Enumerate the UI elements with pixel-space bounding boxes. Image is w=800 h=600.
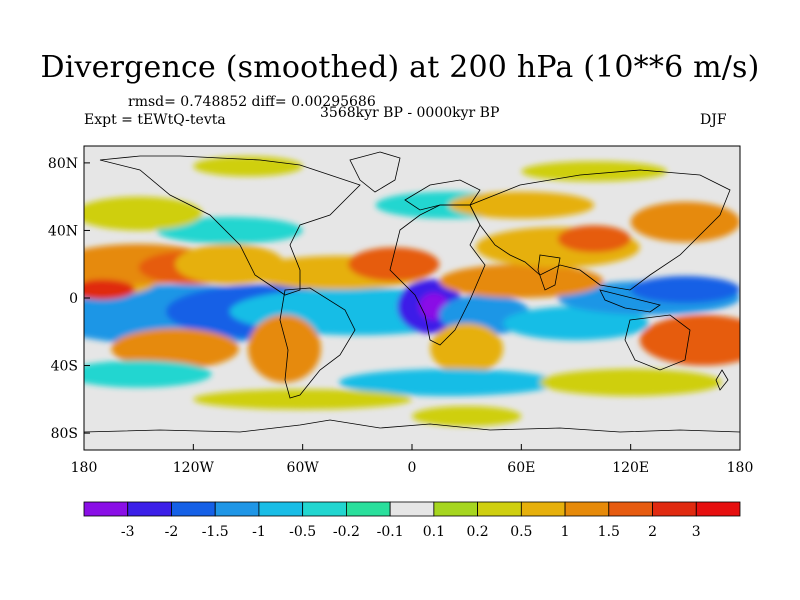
x-tick-label: 120E [612, 460, 649, 476]
y-tick-label: 0 [69, 291, 78, 307]
colorbar-label: -0.2 [333, 524, 360, 540]
field-region [503, 306, 649, 341]
field-region [630, 201, 740, 243]
period-label: 3568kyr BP - 0000kyr BP [320, 105, 500, 121]
axis-ticks [83, 162, 741, 450]
rmsd-diff-stats: rmsd= 0.748852 diff= 0.00295686 [128, 94, 376, 110]
colorbar-swatch [608, 501, 653, 517]
colorbar-label: 0.5 [510, 524, 532, 540]
y-tick-label: 80S [51, 426, 78, 442]
colorbar-label: 0.2 [466, 524, 488, 540]
field-region [339, 368, 558, 396]
x-tick-label: 180 [71, 460, 98, 476]
colorbar-swatch [258, 501, 304, 517]
colorbar-label: -0.5 [289, 524, 316, 540]
colorbar-label: 2 [648, 524, 657, 540]
x-tick-label: 180 [727, 460, 754, 476]
plot-title: Divergence (smoothed) at 200 hPa (10**6 … [40, 50, 760, 85]
field-region [639, 314, 740, 366]
field-region [193, 156, 303, 177]
colorbar-swatch [83, 501, 129, 517]
y-tick-label: 40S [51, 359, 78, 375]
colorbar: -3 -2 -1.5 -1 -0.5 -0.2 -0.1 0.1 0.2 0.5 1 1.5 2 3 [83, 501, 741, 540]
colorbar-swatch [302, 501, 347, 517]
colorbar-swatch [564, 501, 610, 517]
colorbar-swatch [433, 501, 479, 517]
field-region [111, 328, 239, 369]
colorbar-label: -1 [252, 524, 266, 540]
field-region [156, 216, 303, 244]
field-region [521, 161, 668, 182]
field-region [448, 191, 595, 219]
field-region [439, 264, 604, 298]
field-region [84, 196, 203, 231]
x-tick-label: 0 [408, 460, 417, 476]
x-tick-label: 60W [287, 460, 320, 476]
field-region [539, 368, 722, 396]
colorbar-label: -1.5 [202, 524, 229, 540]
experiment-label: Expt = tEWtQ-tevta [84, 112, 226, 128]
field-region [430, 323, 504, 374]
colorbar-label: 1.5 [598, 524, 620, 540]
colorbar-swatch [477, 501, 522, 517]
colorbar-swatch [520, 501, 566, 517]
field-region [348, 247, 440, 282]
colorbar-swatch [171, 501, 216, 517]
colorbar-swatch [652, 501, 697, 517]
field-region [248, 314, 321, 383]
colorbar-swatch [127, 501, 172, 517]
field-region [557, 225, 631, 253]
field-region [84, 360, 212, 388]
axis-tick-labels: 180 120W 60W 0 60E 120E 180 80N 40N 0 40S 80S [48, 156, 753, 476]
colorbar-swatch [695, 501, 741, 517]
x-tick-label: 120W [173, 460, 215, 476]
field-region [412, 406, 522, 427]
colorbar-label: 1 [561, 524, 570, 540]
colorbar-label: -0.1 [377, 524, 404, 540]
colorbar-swatch [214, 501, 260, 517]
colorbar-label: -2 [165, 524, 179, 540]
colorbar-swatch [389, 501, 435, 517]
y-tick-label: 80N [48, 156, 78, 172]
colorbar-label: -3 [121, 524, 135, 540]
field-region [193, 389, 412, 410]
field-region [84, 279, 136, 300]
colorbar-label: 0.1 [423, 524, 445, 540]
y-tick-label: 40N [48, 223, 78, 239]
x-tick-label: 60E [507, 460, 535, 476]
colorbar-swatch [345, 501, 391, 517]
season-label: DJF [700, 112, 727, 128]
divergence-field [84, 156, 740, 427]
coastlines [84, 151, 740, 433]
field-region [630, 276, 740, 304]
colorbar-label: 3 [692, 524, 701, 540]
